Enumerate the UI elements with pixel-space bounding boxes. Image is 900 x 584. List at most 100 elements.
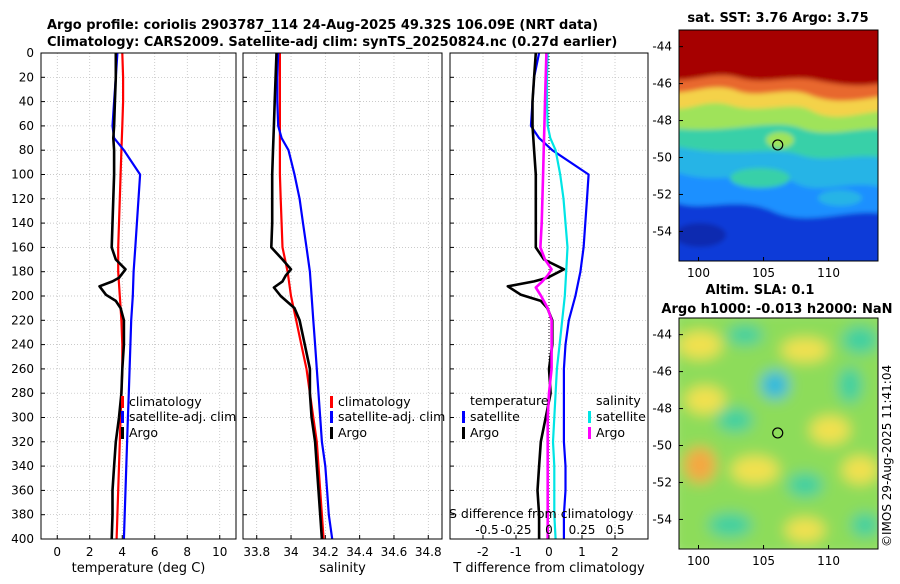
sla-map: Altim. SLA: 0.1 Argo h1000: -0.013 h2000…: [652, 283, 892, 568]
y-tick-label: 360: [11, 483, 34, 497]
sla-map-title-line1: Altim. SLA: 0.1: [706, 283, 815, 298]
x-tick-label: 2: [611, 545, 619, 559]
x-tick-label: 8: [183, 545, 191, 559]
sla-axes: 100 105 110 -44 -46 -48 -50 -52 -54: [652, 328, 840, 568]
sst-argo-marker: [772, 139, 784, 151]
map-x-tick-label: 110: [817, 266, 840, 280]
y-tick-label: 0: [26, 46, 34, 60]
x-tick-label: 34.4: [346, 545, 373, 559]
series-line-argo: [270, 52, 324, 540]
y-tick-label: 380: [11, 508, 34, 522]
legend-label-sal-argo: Argo: [596, 425, 625, 440]
series-line-argo: [98, 53, 127, 540]
map-y-tick-label: -48: [652, 402, 672, 416]
y-tick-label: 280: [11, 386, 34, 400]
s-difference-tick-label: 0.5: [605, 523, 624, 537]
map-y-tick-label: -46: [652, 77, 672, 91]
x-tick-label: -2: [477, 545, 489, 559]
map-y-tick-label: -52: [652, 187, 672, 201]
s-difference-tick-label: -0.25: [500, 523, 531, 537]
x-tick-label: 6: [151, 545, 159, 559]
sst-field: [679, 30, 878, 261]
legend-swatch-sal-argo: [588, 427, 591, 439]
s-difference-tick-label: 0: [545, 523, 553, 537]
map-x-tick-label: 100: [687, 266, 710, 280]
y-tick-label: 120: [11, 192, 34, 206]
s-difference-axis-label: S difference from climatology: [449, 506, 634, 521]
x-axis-label: temperature (deg C): [72, 561, 206, 576]
x-tick-label: 33.8: [243, 545, 270, 559]
map-y-tick-label: -46: [652, 365, 672, 379]
s-difference-tick-label: 0.25: [569, 523, 596, 537]
y-tick-label: 340: [11, 459, 34, 473]
legend-swatch-temp-argo: [462, 427, 465, 439]
map-y-tick-label: -54: [652, 224, 672, 238]
legend-title-temperature: temperature: [470, 393, 549, 408]
sla-map-title-line2: Argo h1000: -0.013 h2000: NaN: [661, 302, 892, 317]
difference-panel: -2 -1 0 1 2 T difference from climatology -0.5…: [449, 52, 649, 576]
map-y-tick-label: -48: [652, 114, 672, 128]
y-tick-label: 180: [11, 265, 34, 279]
y-tick-label: 300: [11, 411, 34, 425]
legend-title-salinity: salinity: [596, 393, 641, 408]
legend-swatch-satellite: [121, 411, 124, 423]
map-y-tick-label: -52: [652, 475, 672, 489]
temperature-panel: 0 2 4 6 8 10020406080100120140160180200220240…: [11, 46, 237, 576]
salinity-panel: 33.8 34 34.2 34.4 34.6 34.8 salinity: [242, 52, 443, 576]
legend-swatch-satellite: [330, 411, 333, 423]
y-tick-label: 20: [19, 70, 34, 84]
y-tick-label: 220: [11, 313, 34, 327]
y-tick-label: 240: [11, 338, 34, 352]
y-tick-label: 40: [19, 95, 34, 109]
s-difference-tick-label: -0.5: [475, 523, 498, 537]
map-x-tick-label: 100: [687, 554, 710, 568]
legend-label-satellite: satellite-adj. clim: [338, 409, 445, 424]
sla-argo-marker: [772, 427, 784, 439]
series-line-salinity-satellite: [545, 52, 569, 540]
legend-label-satellite: satellite-adj. clim: [129, 409, 236, 424]
x-tick-label: 34.6: [381, 545, 408, 559]
sla-map-frame: [678, 317, 879, 550]
legend-swatch-argo: [330, 427, 333, 439]
legend-swatch-argo: [121, 427, 124, 439]
legend-label-argo: Argo: [129, 425, 158, 440]
y-tick-label: 320: [11, 435, 34, 449]
x-tick-label: 34.8: [415, 545, 442, 559]
legend-label-argo: Argo: [338, 425, 367, 440]
difference-legend: temperature satellite Argo salinity sate…: [462, 393, 646, 440]
map-x-tick-label: 105: [752, 266, 775, 280]
map-y-tick-label: -44: [652, 40, 672, 54]
x-tick-label: 4: [118, 545, 126, 559]
figure-title-line1: Argo profile: coriolis 2903787_114 24-Au…: [47, 18, 598, 33]
legend-swatch-sal-satellite: [588, 411, 591, 423]
legend-label-temp-argo: Argo: [470, 425, 499, 440]
x-tick-label: 34: [283, 545, 298, 559]
y-tick-label: 260: [11, 362, 34, 376]
temperature-legend: climatology satellite-adj. clim Argo: [121, 394, 236, 440]
legend-label-temp-satellite: satellite: [470, 409, 520, 424]
y-tick-label: 160: [11, 240, 34, 254]
salinity-legend: climatology satellite-adj. clim Argo: [330, 394, 445, 440]
series-line-satellite-adj-clim: [276, 52, 334, 540]
sst-map-frame: [678, 29, 879, 262]
legend-label-climatology: climatology: [129, 394, 202, 409]
sla-field: [679, 318, 878, 549]
figure-title-line2: Climatology: CARS2009. Satellite-adj cli…: [47, 35, 617, 50]
x-axis-label: T difference from climatology: [452, 561, 645, 576]
legend-label-climatology: climatology: [338, 394, 411, 409]
legend-label-sal-satellite: satellite: [596, 409, 646, 424]
x-tick-label: 0: [53, 545, 61, 559]
imos-watermark: ©IMOS 29-Aug-2025 11:41:04: [880, 365, 894, 547]
x-axis-label: salinity: [319, 561, 366, 576]
x-tick-label: 10: [212, 545, 227, 559]
x-tick-label: 34.2: [312, 545, 339, 559]
map-y-tick-label: -50: [652, 439, 672, 453]
x-tick-label: -1: [510, 545, 522, 559]
map-y-tick-label: -50: [652, 151, 672, 165]
map-x-tick-label: 105: [752, 554, 775, 568]
sst-axes: 100 105 110 -44 -46 -48 -50 -52 -54: [652, 40, 840, 280]
y-tick-label: 80: [19, 143, 34, 157]
series-line-temperature-satellite: [529, 52, 590, 539]
map-y-tick-label: -54: [652, 512, 672, 526]
